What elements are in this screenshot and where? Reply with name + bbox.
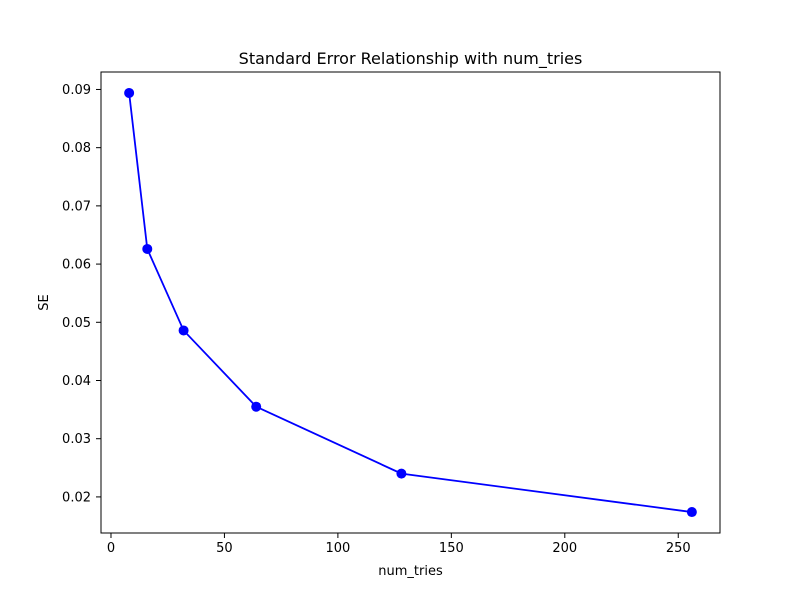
data-point	[396, 468, 407, 479]
y-tick-label: 0.08	[62, 141, 91, 156]
plot-area: 0 50 100 150 200 250 0.02 0.03 0.04 0.05 0.06 0.07 0…	[62, 71, 721, 556]
x-tick-label: 250	[666, 541, 691, 556]
y-tick-label: 0.02	[62, 490, 91, 505]
y-tick-label: 0.09	[62, 83, 91, 98]
x-axis-label: num_tries	[378, 564, 443, 579]
y-axis-label: SE	[37, 294, 52, 310]
data-point	[142, 243, 153, 254]
y-tick-label: 0.05	[62, 316, 91, 331]
x-tick-label: 100	[325, 541, 350, 556]
data-point	[251, 401, 262, 412]
x-tick-label: 200	[552, 541, 577, 556]
x-tick-label: 150	[439, 541, 464, 556]
axes-spines	[100, 71, 721, 534]
chart-title: Standard Error Relationship with num_tri…	[239, 49, 583, 69]
y-tick-label: 0.06	[62, 258, 91, 273]
y-tick-label: 0.04	[62, 374, 91, 389]
data-point	[686, 507, 697, 518]
x-tick-label: 0	[107, 541, 115, 556]
data-point	[178, 325, 189, 336]
y-tick-label: 0.07	[62, 199, 91, 214]
data-point	[124, 87, 135, 98]
x-tick-label: 50	[216, 541, 233, 556]
y-tick-label: 0.03	[62, 432, 91, 447]
data-line	[128, 92, 692, 513]
